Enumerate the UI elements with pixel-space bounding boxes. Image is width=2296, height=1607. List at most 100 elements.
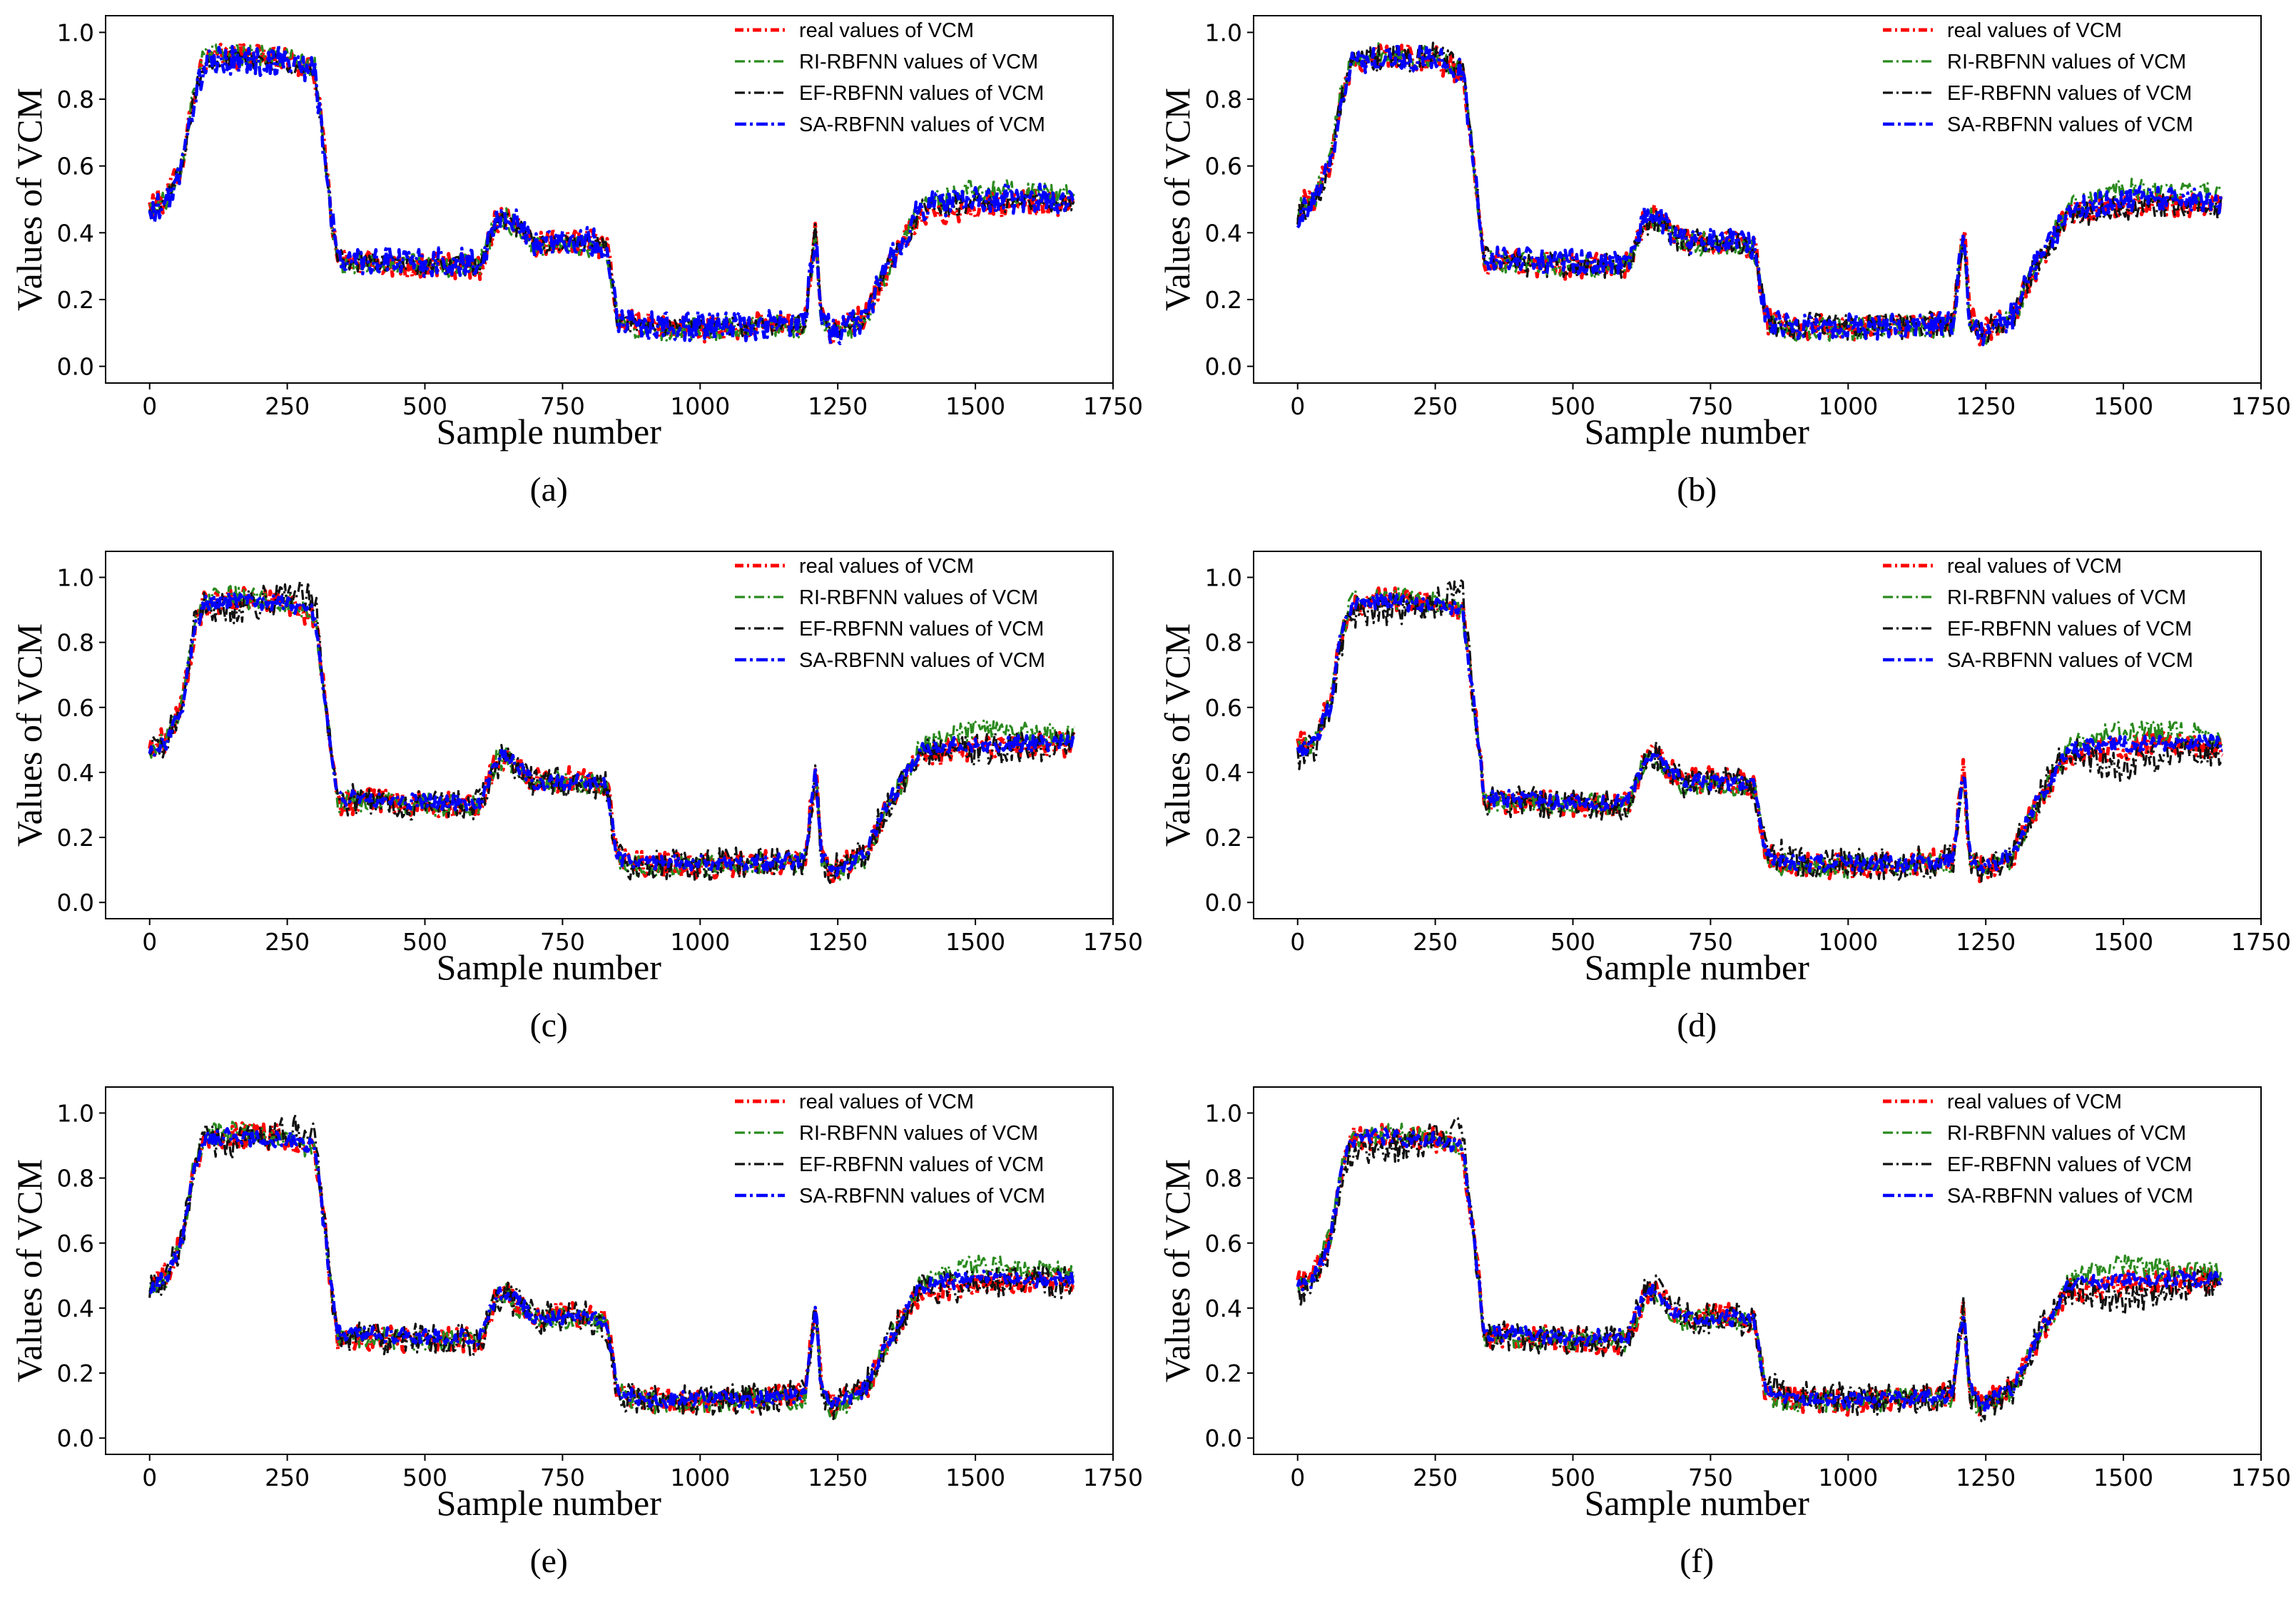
x-tick-label: 1500 — [2093, 392, 2153, 420]
plot-frame — [1253, 551, 2262, 919]
y-tick-label: 0.6 — [1205, 1230, 1242, 1257]
y-tick-label: 0.8 — [57, 1165, 94, 1193]
x-tick-label: 1000 — [1818, 1464, 1878, 1491]
x-tick-label: 1750 — [1083, 1464, 1143, 1491]
x-tick-label: 1250 — [1956, 928, 2016, 956]
x-tick-label: 1000 — [1818, 928, 1878, 956]
y-tick-label: 0.8 — [1205, 1165, 1242, 1193]
panel-caption: (e) — [530, 1542, 568, 1580]
y-tick-label: 0.0 — [1205, 353, 1242, 381]
chart-panel-d: 0 250 500 750 1000 1250 1500 1750 0.0 0.2 0.4 0.6 0.… — [1148, 536, 2296, 1071]
legend-label-real: real values of VCM — [799, 555, 974, 578]
legend-label-ri: RI-RBFNN values of VCM — [799, 51, 1038, 73]
y-tick-label: 1.0 — [1205, 1099, 1242, 1127]
legend-label-ri: RI-RBFNN values of VCM — [1947, 1122, 2186, 1145]
chart-svg: 0 250 500 750 1000 1250 1500 1750 0.0 0.2 0.4 0.6 0.… — [1157, 551, 2291, 1044]
legend-label-ri: RI-RBFNN values of VCM — [799, 1122, 1038, 1145]
x-tick-label: 1750 — [1083, 928, 1143, 956]
series-line-sa — [148, 44, 1075, 346]
y-tick-label: 0.0 — [57, 1424, 94, 1452]
x-tick-label: 750 — [1688, 392, 1733, 420]
x-tick-label: 0 — [142, 928, 157, 956]
panel-caption: (f) — [1680, 1542, 1714, 1580]
x-tick-label: 250 — [1413, 1464, 1458, 1491]
series-line-sa — [1296, 44, 2223, 347]
series-line-sa — [1296, 592, 2223, 874]
series-line-ef — [1297, 1116, 2223, 1422]
legend-label-real: real values of VCM — [1947, 555, 2122, 578]
legend-label-ri: RI-RBFNN values of VCM — [799, 586, 1038, 609]
x-axis-label: Sample number — [437, 1483, 662, 1523]
y-tick-label: 1.0 — [1205, 19, 1242, 46]
x-tick-label: 500 — [1550, 928, 1595, 956]
y-tick-label: 0.2 — [57, 286, 94, 314]
x-tick-label: 1250 — [808, 928, 868, 956]
legend-label-ef: EF-RBFNN values of VCM — [1947, 1153, 2192, 1176]
chart-svg: 0 250 500 750 1000 1250 1500 1750 0.0 0.2 0.4 0.6 0.… — [9, 15, 1143, 509]
x-axis-label: Sample number — [1585, 1483, 1810, 1523]
y-tick-label: 0.0 — [1205, 1424, 1242, 1452]
legend-label-sa: SA-RBFNN values of VCM — [1947, 113, 2193, 136]
x-tick-label: 0 — [1290, 928, 1305, 956]
x-tick-label: 1500 — [945, 392, 1005, 420]
x-tick-label: 750 — [540, 392, 585, 420]
legend-label-ef: EF-RBFNN values of VCM — [799, 618, 1044, 641]
x-tick-label: 0 — [142, 392, 157, 420]
y-tick-label: 0.4 — [1205, 1295, 1242, 1322]
x-axis-label: Sample number — [1585, 947, 1810, 987]
y-axis-label: Values of VCM — [1157, 88, 1197, 311]
y-tick-label: 0.2 — [1205, 1359, 1242, 1387]
chart-panel-f: 0 250 500 750 1000 1250 1500 1750 0.0 0.2 0.4 0.6 0.… — [1148, 1071, 2296, 1607]
x-tick-label: 1750 — [2231, 1464, 2291, 1491]
x-tick-label: 1750 — [2231, 928, 2291, 956]
y-axis-label: Values of VCM — [1157, 1159, 1197, 1382]
x-tick-label: 750 — [540, 1464, 585, 1491]
legend-label-real: real values of VCM — [1947, 19, 2122, 42]
legend-label-sa: SA-RBFNN values of VCM — [799, 1185, 1045, 1208]
x-tick-label: 0 — [1290, 1464, 1305, 1491]
panel-caption: (a) — [530, 471, 568, 509]
y-tick-label: 0.4 — [57, 1295, 94, 1322]
x-tick-label: 1500 — [945, 1464, 1005, 1491]
plot-frame — [1253, 15, 2262, 384]
panel-caption: (c) — [530, 1006, 568, 1044]
x-axis-label: Sample number — [437, 412, 662, 452]
y-tick-label: 0.2 — [57, 1359, 94, 1387]
y-tick-label: 1.0 — [1205, 563, 1242, 591]
legend-label-sa: SA-RBFNN values of VCM — [799, 649, 1045, 672]
x-tick-label: 750 — [1688, 1464, 1733, 1491]
x-tick-label: 750 — [540, 928, 585, 956]
chart-panel-b: 0 250 500 750 1000 1250 1500 1750 0.0 0.2 0.4 0.6 0.… — [1148, 0, 2296, 536]
chart-svg: 0 250 500 750 1000 1250 1500 1750 0.0 0.2 0.4 0.6 0.… — [9, 551, 1143, 1044]
x-tick-label: 250 — [265, 1464, 310, 1491]
series-line-sa — [148, 591, 1075, 877]
x-tick-label: 1000 — [670, 1464, 730, 1491]
legend-label-sa: SA-RBFNN values of VCM — [799, 113, 1045, 136]
x-tick-label: 1500 — [2093, 928, 2153, 956]
x-tick-label: 250 — [1413, 392, 1458, 420]
series-line-ri — [148, 1121, 1075, 1420]
plot-frame — [1253, 1086, 2262, 1455]
chart-panel-e: 0 250 500 750 1000 1250 1500 1750 0.0 0.2 0.4 0.6 0.… — [0, 1071, 1148, 1607]
legend-label-sa: SA-RBFNN values of VCM — [1947, 1185, 2193, 1208]
series-line-ef — [1296, 579, 2223, 883]
y-tick-label: 0.8 — [1205, 629, 1242, 657]
y-tick-label: 0.6 — [57, 1230, 94, 1257]
y-tick-label: 0.4 — [1205, 759, 1242, 787]
legend-label-ef: EF-RBFNN values of VCM — [1947, 82, 2192, 105]
chart-panel-a: 0 250 500 750 1000 1250 1500 1750 0.0 0.2 0.4 0.6 0.… — [0, 0, 1148, 536]
y-tick-label: 0.6 — [1205, 694, 1242, 722]
x-tick-label: 250 — [265, 928, 310, 956]
chart-svg: 0 250 500 750 1000 1250 1500 1750 0.0 0.2 0.4 0.6 0.… — [9, 1086, 1143, 1580]
y-tick-label: 0.6 — [57, 153, 94, 180]
x-tick-label: 1500 — [2093, 1464, 2153, 1491]
y-tick-label: 0.4 — [1205, 219, 1242, 247]
x-tick-label: 1750 — [1083, 392, 1143, 420]
legend-label-ri: RI-RBFNN values of VCM — [1947, 51, 2186, 73]
plot-frame — [105, 15, 1114, 384]
y-tick-label: 0.6 — [57, 694, 94, 722]
x-tick-label: 1250 — [808, 392, 868, 420]
series-line-ef — [148, 1113, 1075, 1421]
panel-caption: (b) — [1677, 471, 1717, 509]
